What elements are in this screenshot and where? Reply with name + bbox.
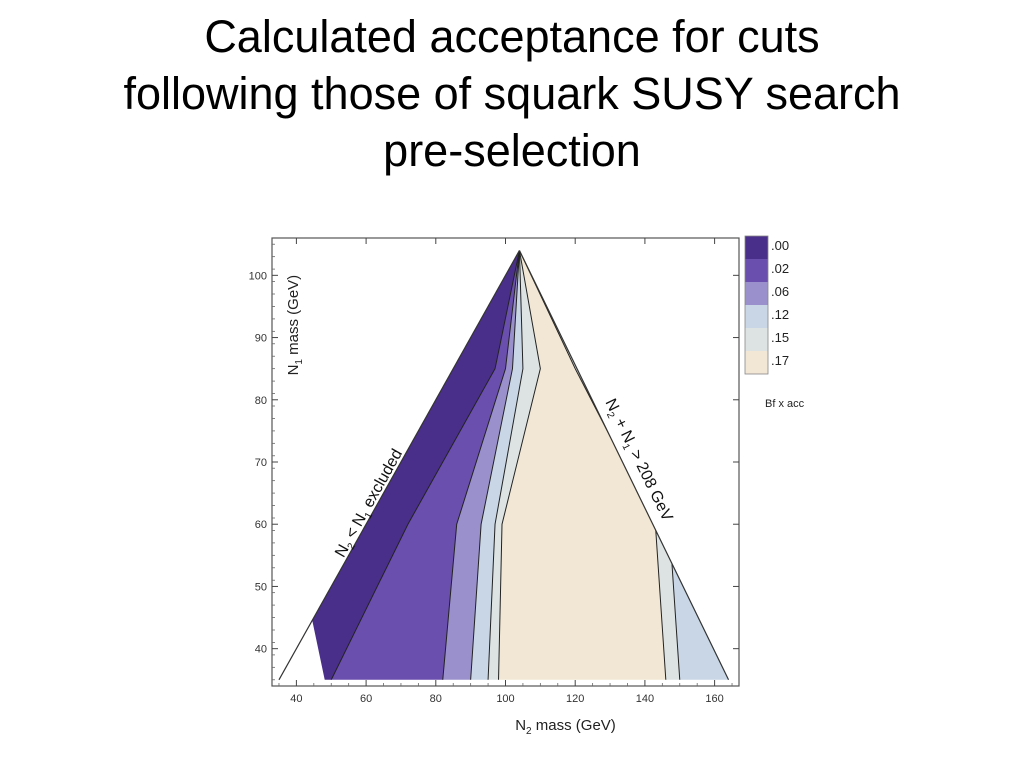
sum-mass-boundary-line <box>518 250 730 681</box>
annot-left-part-4: 1 <box>363 510 376 521</box>
contour-line-2 <box>470 250 520 680</box>
contour-figure: 40 60 80 100 120 140 160 40 50 60 70 80 90 100 N2 mas… <box>236 226 836 746</box>
legend-label-4: .15 <box>771 330 789 345</box>
contour-line-4 <box>498 250 541 680</box>
region-boundaries <box>278 250 730 681</box>
legend-swatch-1 <box>745 259 768 282</box>
legend-swatch-4 <box>745 328 768 351</box>
y-tick-label-70: 70 <box>255 457 267 469</box>
y-axis-title: N1 mass (GeV) <box>285 275 305 376</box>
band-15 <box>488 250 541 680</box>
x-tick-label-160: 160 <box>705 693 723 705</box>
y-axis-title-rest: mass (GeV) <box>285 275 302 359</box>
y-axis-title-sub: 1 <box>294 359 305 365</box>
legend-label-0: .00 <box>771 238 789 253</box>
contour-line-0 <box>330 250 520 680</box>
contour-line-1 <box>442 250 520 680</box>
legend-label-1: .02 <box>771 261 789 276</box>
y-tick-label-100: 100 <box>249 270 267 282</box>
x-tick-label-40: 40 <box>290 693 302 705</box>
legend-label-5: .17 <box>771 353 789 368</box>
slide-title-line-2: following those of squark SUSY search <box>123 68 901 119</box>
y-tick-label-80: 80 <box>255 395 267 407</box>
band-17 <box>498 250 666 680</box>
x-axis-title-main: N <box>515 717 526 734</box>
legend-swatch-0 <box>745 236 768 259</box>
axis-ticks: 40 60 80 100 120 140 160 40 50 60 70 80 90 100 <box>249 238 739 705</box>
y-tick-label-90: 90 <box>255 333 267 345</box>
band-12 <box>470 250 523 680</box>
legend-swatch-3 <box>745 305 768 328</box>
x-axis-title-sub: 2 <box>526 726 532 737</box>
x-tick-label-100: 100 <box>496 693 514 705</box>
y-tick-label-50: 50 <box>255 581 267 593</box>
contour-line-3 <box>487 250 524 680</box>
legend-frame <box>744 235 769 375</box>
x-tick-label-120: 120 <box>566 693 584 705</box>
x-tick-label-60: 60 <box>360 693 372 705</box>
legend-swatch-2 <box>745 282 768 305</box>
slide-title-line-3: pre-selection <box>383 125 641 176</box>
color-legend: .00 .02 .06 .12 .15 .17 <box>744 235 789 375</box>
x-tick-label-140: 140 <box>636 693 654 705</box>
band-02 <box>331 250 520 680</box>
y-tick-label-40: 40 <box>255 644 267 656</box>
x-axis-title: N2 mass (GeV) <box>515 717 616 737</box>
band-06 <box>442 250 520 680</box>
annot-right-part-4: 1 <box>619 442 632 452</box>
y-axis-title-main: N <box>285 365 302 376</box>
legend-label-2: .06 <box>771 284 789 299</box>
excluded-boundary-line <box>278 250 520 681</box>
x-axis-title-rest: mass (GeV) <box>532 717 616 734</box>
legend-title: Bf x acc <box>765 398 805 410</box>
legend-label-3: .12 <box>771 307 789 322</box>
slide-title-line-1: Calculated acceptance for cuts <box>204 11 820 62</box>
x-tick-label-80: 80 <box>430 693 442 705</box>
slide-title: Calculated acceptance for cuts following… <box>0 8 1024 179</box>
annot-right-part-2: 2 <box>604 410 617 420</box>
annot-left-part-2: 2 <box>346 541 359 552</box>
legend-swatch-5 <box>745 351 768 374</box>
y-tick-label-60: 60 <box>255 519 267 531</box>
